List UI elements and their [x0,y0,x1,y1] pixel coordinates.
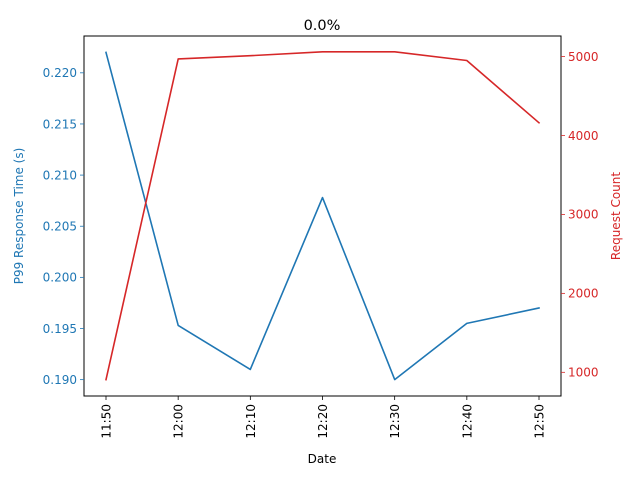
y-left-tick-label-2: 0.200 [43,271,77,285]
y-left-tick-label-6: 0.220 [43,66,77,80]
y-right-tick-label-1: 2000 [568,287,599,301]
x-tick-label-4: 12:30 [388,404,402,439]
y-axis-right-label: Request Count [609,172,623,260]
x-tick-label-5: 12:40 [460,404,474,439]
x-tick-label-6: 12:50 [533,404,547,439]
p99-response-time-line [105,51,540,381]
y-left-tick-label-0: 0.190 [43,373,77,387]
y-right-tick-label-0: 1000 [568,366,599,380]
y-left-tick-label-3: 0.205 [43,220,77,234]
request-count-line [105,50,541,381]
y-left-tick-label-4: 0.210 [43,168,77,182]
chart-title: 0.0% [304,18,341,34]
y-axis-left-label: P99 Response Time (s) [12,148,26,285]
x-tick-label-3: 12:20 [316,404,330,439]
y-right-tick-label-3: 4000 [568,129,599,143]
x-tick-label-0: 11:50 [100,404,114,439]
x-tick-label-1: 12:00 [172,404,186,439]
y-left-tick-label-5: 0.215 [43,117,77,131]
y-right-tick-label-2: 3000 [568,208,599,222]
x-tick-label-2: 12:10 [244,404,258,439]
y-right-tick-label-4: 5000 [568,50,599,64]
x-axis-label: Date [308,452,337,466]
y-left-tick-label-1: 0.195 [43,322,77,336]
plot-area: 11:50 12:00 12:10 12:20 12:30 12:40 12:50 0.190… [43,35,599,439]
